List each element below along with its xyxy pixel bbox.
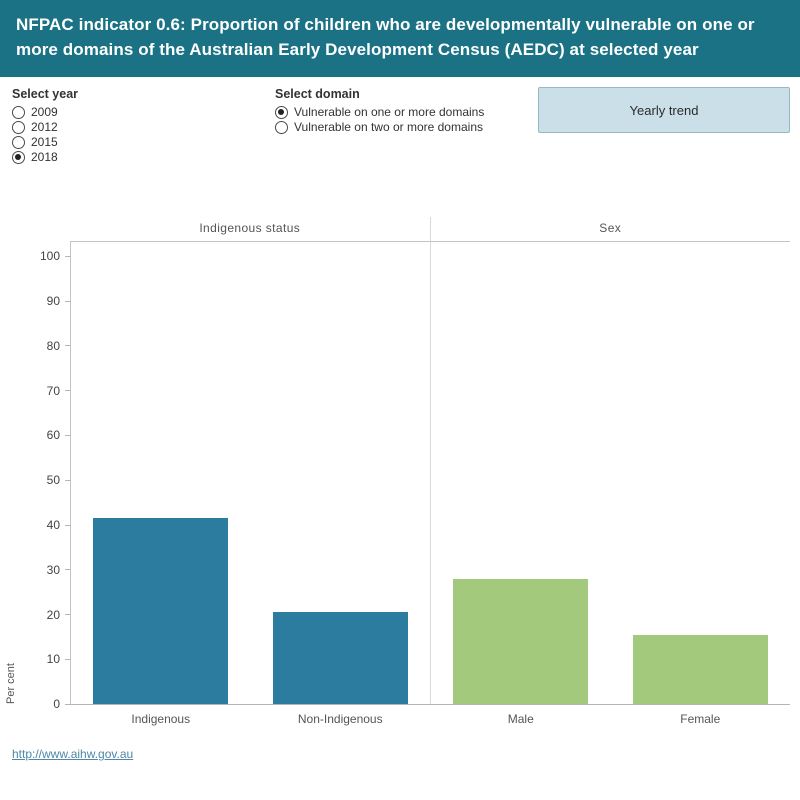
radio-label: Vulnerable on one or more domains xyxy=(294,105,485,120)
y-tick-label: 90 xyxy=(46,294,60,309)
y-tick-0: 0 xyxy=(15,697,71,711)
y-tick-20: 20 xyxy=(15,608,71,622)
y-tick-70: 70 xyxy=(15,384,71,398)
panel-header-indigenous-status: Indigenous status xyxy=(199,221,301,236)
y-tick-60: 60 xyxy=(15,428,71,442)
y-tick-mark xyxy=(65,390,71,392)
radio-icon[interactable] xyxy=(12,150,25,164)
radio-icon[interactable] xyxy=(12,120,25,134)
domain-options-list: Vulnerable on one or more domains Vulnera… xyxy=(275,105,484,134)
y-tick-label: 60 xyxy=(46,428,60,443)
year-option-2012[interactable]: 2012 xyxy=(12,120,78,134)
y-tick-label: 10 xyxy=(46,652,60,667)
y-tick-mark xyxy=(65,569,71,571)
aihw-link[interactable]: http://www.aihw.gov.au xyxy=(12,747,134,762)
y-tick-90: 90 xyxy=(15,294,71,308)
y-tick-label: 100 xyxy=(39,249,60,264)
bar-indigenous[interactable] xyxy=(93,518,229,705)
y-tick-mark xyxy=(65,614,71,616)
y-tick-mark xyxy=(65,345,71,347)
year-option-2009[interactable]: 2009 xyxy=(12,105,78,119)
bar-male[interactable] xyxy=(453,578,589,705)
y-tick-label: 20 xyxy=(46,607,60,622)
controls-row: Select year 2009 2012 2015 2018 Select doma… xyxy=(0,87,800,199)
y-tick-label: 80 xyxy=(46,338,60,353)
y-tick-mark xyxy=(65,703,71,705)
x-axis-label-non-indigenous: Non-Indigenous xyxy=(297,712,383,727)
year-filter: Select year 2009 2012 2015 2018 xyxy=(12,87,78,165)
radio-icon[interactable] xyxy=(275,120,288,134)
year-option-2015[interactable]: 2015 xyxy=(12,135,78,149)
year-options-list: 2009 2012 2015 2018 xyxy=(12,105,78,164)
y-tick-mark xyxy=(65,255,71,257)
y-tick-50: 50 xyxy=(15,473,71,487)
domain-filter-label: Select domain xyxy=(275,87,360,102)
x-axis-label-indigenous: Indigenous xyxy=(131,712,191,727)
bar-slot-indigenous: Indigenous xyxy=(71,242,251,726)
yearly-trend-button[interactable]: Yearly trend xyxy=(538,87,790,134)
page-title: NFPAC indicator 0.6: Proportion of child… xyxy=(16,15,755,59)
y-tick-label: 40 xyxy=(46,518,60,533)
panel-indigenous-status: Indigenous Non-Indigenous xyxy=(71,242,431,726)
y-tick-label: 50 xyxy=(46,473,60,488)
footer: http://www.aihw.gov.au xyxy=(12,745,800,763)
radio-label: 2018 xyxy=(31,150,58,165)
radio-label: 2012 xyxy=(31,120,58,135)
domain-option-vulnerable-on-two-or-more-domains[interactable]: Vulnerable on two or more domains xyxy=(275,120,484,134)
y-tick-40: 40 xyxy=(15,518,71,532)
panel-sex: Male Female xyxy=(430,242,791,726)
panel-header-sex: Sex xyxy=(429,217,791,242)
y-tick-label: 0 xyxy=(53,697,60,712)
bar-female[interactable] xyxy=(632,634,768,705)
y-tick-80: 80 xyxy=(15,339,71,353)
header-banner: NFPAC indicator 0.6: Proportion of child… xyxy=(0,0,800,78)
y-tick-10: 10 xyxy=(15,652,71,666)
bar-slot-female: Female xyxy=(611,242,791,726)
y-tick-mark xyxy=(65,658,71,660)
bar-slot-male: Male xyxy=(431,242,611,726)
radio-label: 2009 xyxy=(31,105,58,120)
domain-filter: Select domain Vulnerable on one or more … xyxy=(275,87,484,135)
domain-option-vulnerable-on-one-or-more-domains[interactable]: Vulnerable on one or more domains xyxy=(275,105,484,119)
y-tick-label: 70 xyxy=(46,383,60,398)
panel-headers: Indigenous status Sex xyxy=(70,217,791,242)
radio-icon[interactable] xyxy=(12,135,25,149)
y-tick-mark xyxy=(65,524,71,526)
radio-label: 2015 xyxy=(31,135,58,150)
radio-label: Vulnerable on two or more domains xyxy=(294,120,483,135)
y-tick-30: 30 xyxy=(15,563,71,577)
bar-non-indigenous[interactable] xyxy=(272,612,408,705)
x-axis-label-female: Female xyxy=(680,712,721,727)
plot-area: Per cent 0 10 20 30 40 50 60 70 80 90 100 Indigenou… xyxy=(5,241,791,726)
y-tick-mark xyxy=(65,434,71,436)
y-tick-mark xyxy=(65,300,71,302)
radio-icon[interactable] xyxy=(275,105,288,119)
x-axis-label-male: Male xyxy=(507,712,534,727)
radio-icon[interactable] xyxy=(12,105,25,119)
y-tick-100: 100 xyxy=(15,249,71,263)
bar-chart: Indigenous status Sex Per cent 0 10 20 30 40… xyxy=(5,217,791,726)
year-filter-label: Select year xyxy=(12,87,79,102)
y-tick-label: 30 xyxy=(46,562,60,577)
year-option-2018[interactable]: 2018 xyxy=(12,150,78,164)
bar-slot-non-indigenous: Non-Indigenous xyxy=(251,242,431,726)
y-tick-mark xyxy=(65,479,71,481)
